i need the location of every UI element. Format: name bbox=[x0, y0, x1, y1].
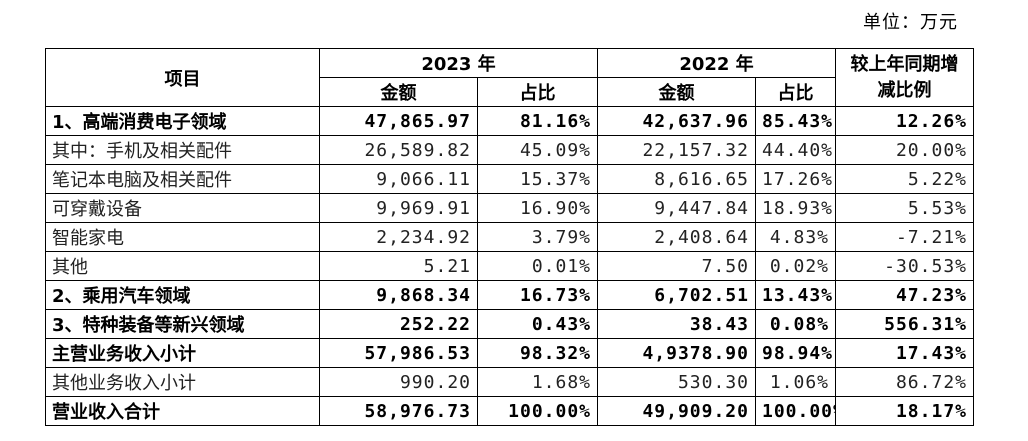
share-2023-cell: 81.16% bbox=[477, 106, 598, 136]
change-cell: 12.26% bbox=[835, 106, 974, 136]
amount-2023-cell: 252.22 bbox=[319, 309, 478, 339]
change-cell: 5.53% bbox=[835, 193, 974, 223]
change-cell: 556.31% bbox=[835, 309, 974, 339]
table-row: 1、高端消费电子领域 47,865.97 81.16% 42,637.96 85.43%… bbox=[45, 106, 974, 136]
share-2023-cell: 0.43% bbox=[477, 309, 598, 339]
table-row: 营业收入合计58,976.73100.00%49,909.20100.00%18… bbox=[45, 396, 974, 426]
change-cell: -30.53% bbox=[835, 251, 974, 281]
row-label: 3、特种装备等新兴领域 bbox=[45, 309, 320, 339]
share-2022-cell: 17.26% bbox=[755, 164, 836, 194]
row-label: 2、乘用汽车领域 bbox=[45, 280, 320, 310]
share-2022-cell: 0.08% bbox=[755, 309, 836, 339]
share-2023-cell: 15.37% bbox=[477, 164, 598, 194]
share-2022-cell: 4.83% bbox=[755, 222, 836, 252]
change-cell: 47.23% bbox=[835, 280, 974, 310]
table-row: 可穿戴设备 9,969.91 16.90% 9,447.84 18.93% 5.53% bbox=[45, 193, 974, 223]
amount-2023-cell: 26,589.82 bbox=[319, 135, 478, 165]
row-label: 可穿戴设备 bbox=[45, 193, 320, 223]
amount-2022-cell: 22,157.32 bbox=[597, 135, 756, 165]
amount-2023-cell: 58,976.73 bbox=[319, 396, 478, 426]
amount-2023-cell: 990.20 bbox=[319, 367, 478, 397]
share-2022-cell: 18.93% bbox=[755, 193, 836, 223]
revenue-table: 项目 2023 年 2022 年 较上年同期增减比例 金额 占比 金额 占比 1… bbox=[45, 48, 974, 426]
share-2022-cell: 98.94% bbox=[755, 338, 836, 368]
table-row: 2、乘用汽车领域 9,868.34 16.73% 6,702.51 13.43% 47.2… bbox=[45, 280, 974, 310]
amount-2022-cell: 530.30 bbox=[597, 367, 756, 397]
change-cell: -7.21% bbox=[835, 222, 974, 252]
amount-2022-cell: 7.50 bbox=[597, 251, 756, 281]
amount-2022-cell: 49,909.20 bbox=[597, 396, 756, 426]
amount-2022-cell: 9,447.84 bbox=[597, 193, 756, 223]
share-2022-cell: 1.06% bbox=[755, 367, 836, 397]
share-2023-cell: 45.09% bbox=[477, 135, 598, 165]
change-cell: 5.22% bbox=[835, 164, 974, 194]
amount-2023-cell: 47,865.97 bbox=[319, 106, 478, 136]
change-cell: 86.72% bbox=[835, 367, 974, 397]
change-cell: 18.17% bbox=[835, 396, 974, 426]
amount-2022-cell: 42,637.96 bbox=[597, 106, 756, 136]
header-year-2023: 2023 年 bbox=[319, 48, 598, 78]
table-body: 1、高端消费电子领域 47,865.97 81.16% 42,637.96 85.43%… bbox=[45, 106, 974, 426]
table-row: 主营业务收入小计 57,986.53 98.32% 4,9378.90 98.94% 17… bbox=[45, 338, 974, 368]
share-2023-cell: 100.00% bbox=[477, 396, 598, 426]
share-2022-cell: 85.43% bbox=[755, 106, 836, 136]
share-2022-cell: 13.43% bbox=[755, 280, 836, 310]
change-cell: 17.43% bbox=[835, 338, 974, 368]
table-row: 其他 5.21 0.01% 7.50 0.02% -30.53% bbox=[45, 251, 974, 281]
share-2023-cell: 98.32% bbox=[477, 338, 598, 368]
header-item: 项目 bbox=[45, 48, 320, 107]
amount-2022-cell: 6,702.51 bbox=[597, 280, 756, 310]
table-row: 笔记本电脑及相关配件 9,066.11 15.37% 8,616.65 17.26% 5.… bbox=[45, 164, 974, 194]
change-cell: 20.00% bbox=[835, 135, 974, 165]
row-label: 其他 bbox=[45, 251, 320, 281]
amount-2023-cell: 2,234.92 bbox=[319, 222, 478, 252]
table-row: 智能家电 2,234.92 3.79% 2,408.64 4.83% -7.21% bbox=[45, 222, 974, 252]
row-label: 1、高端消费电子领域 bbox=[45, 106, 320, 136]
amount-2022-cell: 4,9378.90 bbox=[597, 338, 756, 368]
share-2023-cell: 3.79% bbox=[477, 222, 598, 252]
row-label: 其他业务收入小计 bbox=[45, 367, 320, 397]
header-share-2022: 占比 bbox=[755, 77, 836, 107]
share-2022-cell: 0.02% bbox=[755, 251, 836, 281]
header-change: 较上年同期增减比例 bbox=[835, 48, 974, 107]
share-2022-cell: 100.00% bbox=[755, 396, 836, 426]
header-year-2022: 2022 年 bbox=[597, 48, 836, 78]
header-amount-2022: 金额 bbox=[597, 77, 756, 107]
header-change-text: 较上年同期增减比例 bbox=[850, 53, 959, 101]
amount-2023-cell: 9,969.91 bbox=[319, 193, 478, 223]
row-label: 营业收入合计 bbox=[45, 396, 320, 426]
amount-2023-cell: 9,066.11 bbox=[319, 164, 478, 194]
unit-note: 单位：万元 bbox=[863, 12, 958, 33]
table-row: 其中：手机及相关配件 26,589.82 45.09% 22,157.32 44.40%… bbox=[45, 135, 974, 165]
header-amount-2023: 金额 bbox=[319, 77, 478, 107]
amount-2022-cell: 2,408.64 bbox=[597, 222, 756, 252]
share-2023-cell: 1.68% bbox=[477, 367, 598, 397]
share-2022-cell: 44.40% bbox=[755, 135, 836, 165]
row-label: 其中：手机及相关配件 bbox=[45, 135, 320, 165]
row-label: 主营业务收入小计 bbox=[45, 338, 320, 368]
amount-2023-cell: 57,986.53 bbox=[319, 338, 478, 368]
amount-2023-cell: 5.21 bbox=[319, 251, 478, 281]
share-2023-cell: 0.01% bbox=[477, 251, 598, 281]
share-2023-cell: 16.90% bbox=[477, 193, 598, 223]
header-share-2023: 占比 bbox=[477, 77, 598, 107]
table-row: 其他业务收入小计 990.20 1.68% 530.30 1.06% 86.72% bbox=[45, 367, 974, 397]
amount-2022-cell: 8,616.65 bbox=[597, 164, 756, 194]
amount-2022-cell: 38.43 bbox=[597, 309, 756, 339]
row-label: 笔记本电脑及相关配件 bbox=[45, 164, 320, 194]
amount-2023-cell: 9,868.34 bbox=[319, 280, 478, 310]
row-label: 智能家电 bbox=[45, 222, 320, 252]
share-2023-cell: 16.73% bbox=[477, 280, 598, 310]
table-row: 3、特种装备等新兴领域 252.22 0.43% 38.43 0.08% 556.31% bbox=[45, 309, 974, 339]
